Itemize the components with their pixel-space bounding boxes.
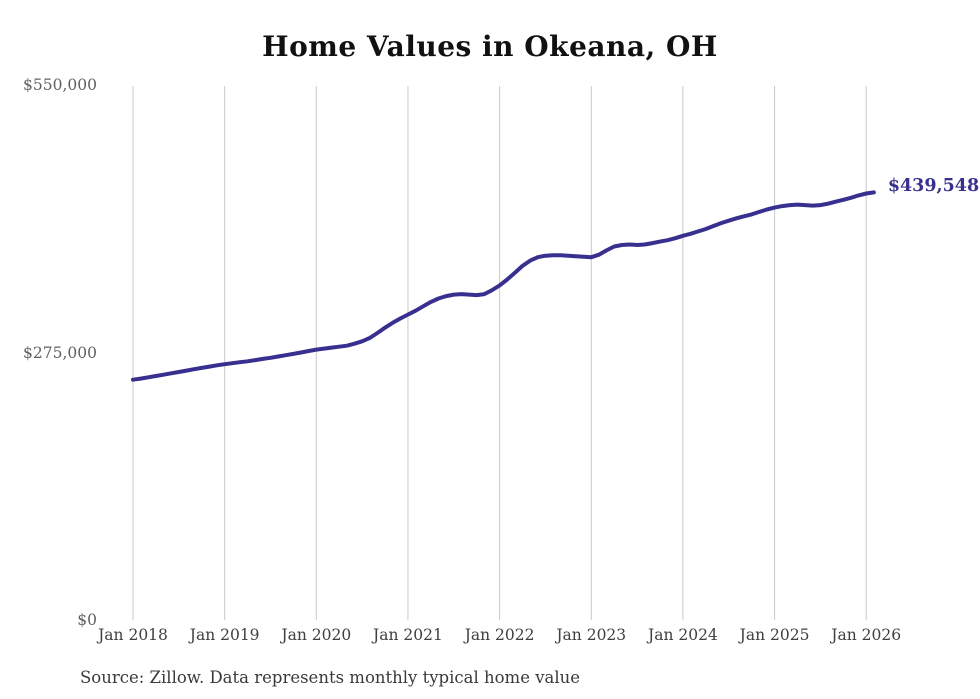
source-note: Source: Zillow. Data represents monthly …: [80, 668, 581, 687]
x-tick-label: Jan 2019: [189, 626, 260, 644]
x-tick-label: Jan 2021: [373, 626, 443, 644]
chart-title: Home Values in Okeana, OH: [262, 30, 718, 63]
latest-value-label: $439,548: [887, 176, 980, 197]
x-tick-label: Jan 2025: [739, 626, 810, 644]
x-tick-label: Jan 2020: [281, 626, 352, 644]
x-tick-label: Jan 2024: [647, 626, 718, 644]
x-tick-label: Jan 2022: [464, 626, 535, 644]
home-value-line: [131, 190, 876, 382]
x-tick-label: Jan 2018: [98, 626, 168, 644]
y-tick-label: $550,000: [23, 76, 97, 94]
y-tick-label: $275,000: [23, 343, 97, 362]
x-tick-label: Jan 2026: [831, 626, 902, 644]
y-tick-label: $0: [77, 611, 97, 629]
x-tick-label: Jan 2023: [556, 626, 627, 644]
